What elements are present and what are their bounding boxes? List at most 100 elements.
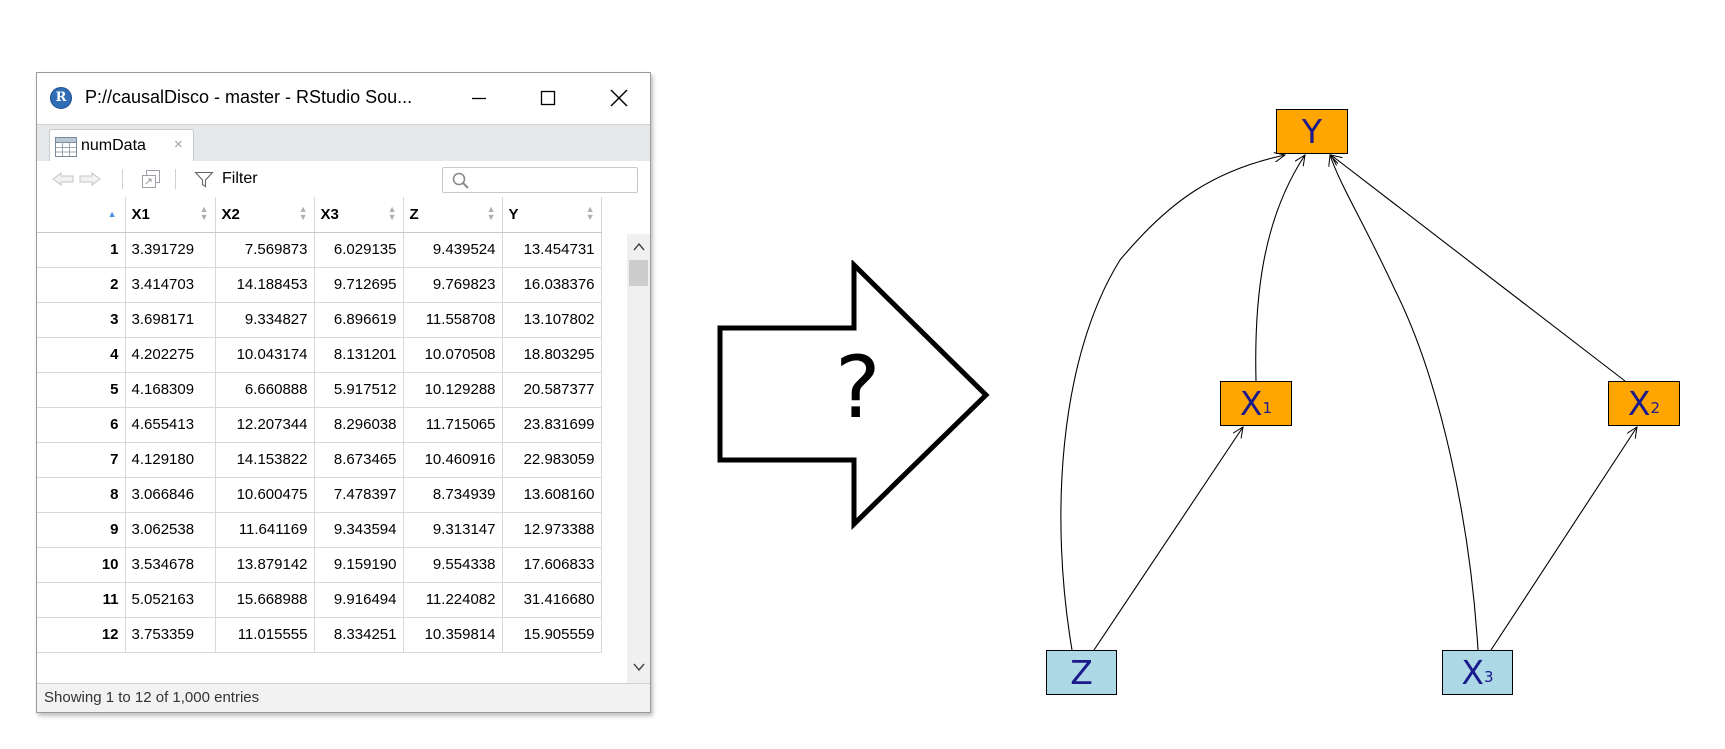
toolbar-separator [175,169,176,189]
column-header[interactable]: X2 ▲ ▼ [215,197,315,233]
node-label: Y [1301,112,1323,151]
search-icon [452,172,469,189]
sort-icon: ▲ ▼ [585,204,595,222]
search-box[interactable] [442,167,638,193]
table-row: 4 4.202275 10.043174 8.131201 10.070508 18.80… [37,337,602,373]
close-button[interactable] [599,81,639,115]
table-cell: 10.129288 [403,372,503,408]
row-number-cell: 10 [37,547,126,583]
row-number-cell: 12 [37,617,126,653]
entries-count-text: Showing 1 to 12 of 1,000 entries [44,689,260,706]
scroll-up-icon[interactable] [633,242,645,252]
node-label: X [1461,653,1485,692]
filter-button[interactable]: Filter [222,170,258,187]
back-arrow-icon[interactable] [51,171,75,187]
transform-arrow [717,260,990,530]
node-subscript: 3 [1484,667,1494,686]
maximize-button[interactable] [528,81,568,115]
toolbar-separator [122,169,123,189]
table-cell: 18.803295 [502,337,602,373]
column-header[interactable]: Z ▲ ▼ [403,197,503,233]
table-row: 10 3.534678 13.879142 9.159190 9.554338 17.60… [37,547,602,583]
scroll-down-icon[interactable] [633,662,645,672]
dag-edge-x2-to-y [1331,155,1626,382]
table-cell: 22.983059 [502,442,602,478]
search-input[interactable] [473,170,637,192]
title-bar[interactable]: R P://causalDisco - master - RStudio Sou… [37,73,650,123]
minimize-icon [472,97,486,100]
vertical-scrollbar[interactable] [627,234,650,683]
table-row: 3 3.698171 9.334827 6.896619 11.558708 13.107… [37,302,602,338]
table-cell: 13.879142 [215,547,315,583]
table-cell: 8.673465 [314,442,404,478]
forward-arrow-icon[interactable] [78,171,102,187]
rstudio-logo-icon: R [50,87,72,109]
tab-close-icon[interactable]: × [174,136,183,153]
question-mark: ? [835,338,881,438]
table-cell: 6.029135 [314,232,404,268]
tab-numdata[interactable]: numData × [49,129,194,162]
table-cell: 31.416680 [502,582,602,618]
filter-icon[interactable] [194,171,214,188]
table-cell: 4.168309 [125,372,216,408]
node-subscript: 2 [1650,398,1661,417]
minimize-button[interactable] [459,81,499,115]
table-cell: 17.606833 [502,547,602,583]
column-header-label: Z [409,205,419,223]
data-table: ▲ X1 ▲ ▼ X2 ▲ ▼ X3 ▲ ▼ Z ▲ ▼ Y ▲ ▼ 1 3.391729 7.5698… [37,197,602,653]
table-cell: 8.131201 [314,337,404,373]
table-cell: 16.038376 [502,267,602,303]
table-cell: 11.715065 [403,407,503,443]
table-row: 11 5.052163 15.668988 9.916494 11.224082 31.4… [37,582,602,618]
dag-node-y: Y [1276,109,1348,154]
row-number-cell: 9 [37,512,126,548]
table-cell: 7.478397 [314,477,404,513]
table-cell: 6.660888 [215,372,315,408]
row-number-cell: 5 [37,372,126,408]
table-body: 1 3.391729 7.569873 6.029135 9.439524 13.4547… [37,232,602,653]
dag-node-z: Z [1046,650,1117,695]
sort-icon: ▲ ▼ [199,204,209,222]
table-cell: 9.159190 [314,547,404,583]
table-cell: 3.066846 [125,477,216,513]
table-row: 12 3.753359 11.015555 8.334251 10.359814 15.9… [37,617,602,653]
table-cell: 3.534678 [125,547,216,583]
column-header[interactable]: Y ▲ ▼ [502,197,602,233]
node-label: X [1627,384,1651,423]
dag-edge-x3-to-y [1330,155,1479,651]
dag-edge-x1-to-y [1255,155,1305,382]
column-header-index[interactable]: ▲ [37,197,126,233]
table-row: 2 3.414703 14.188453 9.712695 9.769823 16.038… [37,267,602,303]
row-number-cell: 11 [37,582,126,618]
node-subscript: 1 [1262,398,1273,417]
table-row: 9 3.062538 11.641169 9.343594 9.313147 12.973… [37,512,602,548]
sort-ascending-icon: ▲ [107,209,117,219]
dag-edge-z-to-y [1060,155,1285,651]
table-cell: 13.608160 [502,477,602,513]
table-cell: 13.454731 [502,232,602,268]
column-header[interactable]: X3 ▲ ▼ [314,197,404,233]
popout-window-icon[interactable] [140,168,162,190]
table-cell: 14.153822 [215,442,315,478]
table-cell: 3.414703 [125,267,216,303]
table-cell: 4.655413 [125,407,216,443]
table-cell: 10.460916 [403,442,503,478]
scrollbar-thumb[interactable] [629,260,648,286]
close-icon [610,89,628,107]
table-cell: 8.296038 [314,407,404,443]
row-number-cell: 7 [37,442,126,478]
table-cell: 3.391729 [125,232,216,268]
table-cell: 13.107802 [502,302,602,338]
row-number-cell: 8 [37,477,126,513]
column-header-label: X2 [221,205,240,223]
table-cell: 11.015555 [215,617,315,653]
dag-edge-x3-to-x2 [1490,427,1637,651]
table-row: 6 4.655413 12.207344 8.296038 11.715065 23.83… [37,407,602,443]
table-cell: 12.207344 [215,407,315,443]
table-cell: 3.698171 [125,302,216,338]
maximize-icon [540,90,556,106]
table-cell: 10.359814 [403,617,503,653]
table-cell: 20.587377 [502,372,602,408]
column-header[interactable]: X1 ▲ ▼ [125,197,216,233]
